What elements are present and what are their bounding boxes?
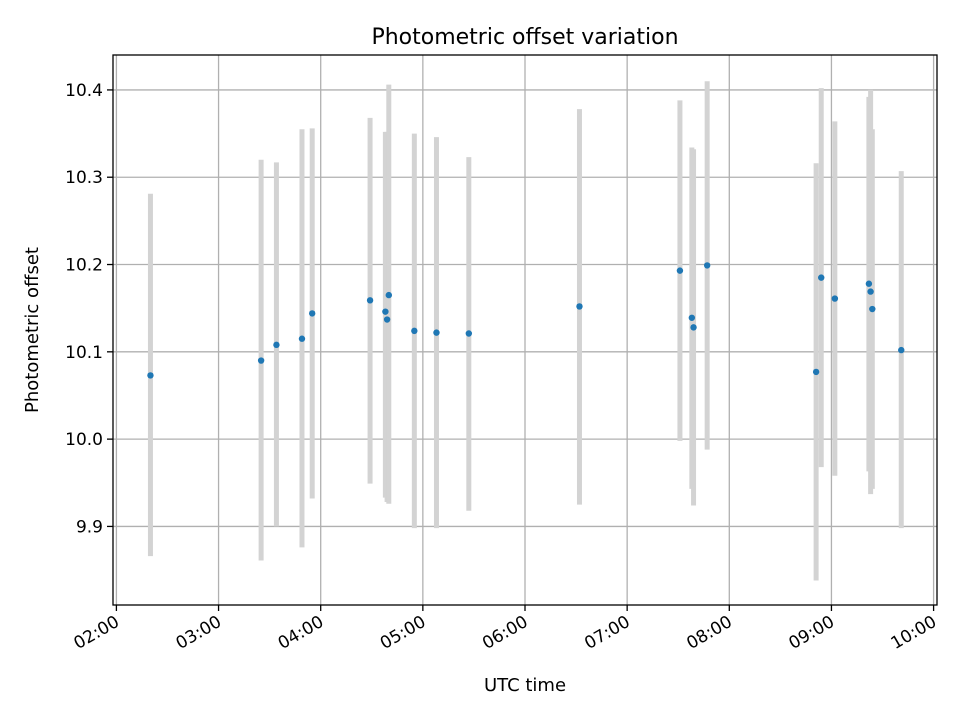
data-point xyxy=(869,305,876,313)
data-point xyxy=(818,274,825,281)
data-point xyxy=(898,346,905,354)
y-tick-label: 10.2 xyxy=(65,256,103,276)
data-point xyxy=(147,372,154,379)
y-tick-label: 9.9 xyxy=(76,517,103,537)
chart-title: Photometric offset variation xyxy=(371,25,678,50)
data-point xyxy=(411,327,418,335)
error-bars xyxy=(147,81,904,581)
x-axis-label: UTC time xyxy=(484,675,566,696)
data-point xyxy=(688,314,696,321)
data-point xyxy=(831,295,839,302)
x-tick-label: 09:00 xyxy=(786,612,838,654)
x-tick-label: 07:00 xyxy=(581,612,633,654)
data-point xyxy=(382,308,389,315)
x-tick-label: 02:00 xyxy=(70,612,122,654)
data-point xyxy=(465,330,473,337)
data-point xyxy=(308,310,316,317)
x-tick-label: 10:00 xyxy=(888,612,940,654)
x-tick-label: 06:00 xyxy=(479,612,531,654)
y-tick-label: 10.4 xyxy=(65,81,103,101)
y-axis: 9.9 10.0 10.1 10.2 10.3 10.4 xyxy=(65,81,113,537)
data-point xyxy=(703,262,711,269)
data-point xyxy=(433,329,440,336)
y-tick-label: 10.0 xyxy=(65,430,103,450)
x-tick-label: 03:00 xyxy=(173,612,225,654)
y-tick-label: 10.3 xyxy=(65,168,103,188)
grid xyxy=(113,55,937,605)
x-tick-label: 05:00 xyxy=(377,612,429,654)
data-point xyxy=(576,303,583,310)
x-axis: 02:00 03:00 04:00 05:00 06:00 07:00 08:00 09:00… xyxy=(70,605,940,654)
data-points xyxy=(147,262,905,379)
x-tick-label: 04:00 xyxy=(275,612,327,654)
y-axis-label: Photometric offset xyxy=(22,247,43,413)
data-point xyxy=(257,357,265,364)
data-point xyxy=(366,297,374,304)
x-tick-label: 08:00 xyxy=(683,612,735,654)
y-tick-label: 10.1 xyxy=(65,343,103,363)
data-point xyxy=(273,341,280,349)
data-point xyxy=(865,280,873,287)
data-point xyxy=(676,267,684,274)
data-point xyxy=(298,335,306,342)
data-point xyxy=(867,288,874,295)
data-point xyxy=(690,324,697,331)
data-point xyxy=(812,368,820,376)
data-point xyxy=(383,316,391,323)
data-point xyxy=(385,291,393,299)
